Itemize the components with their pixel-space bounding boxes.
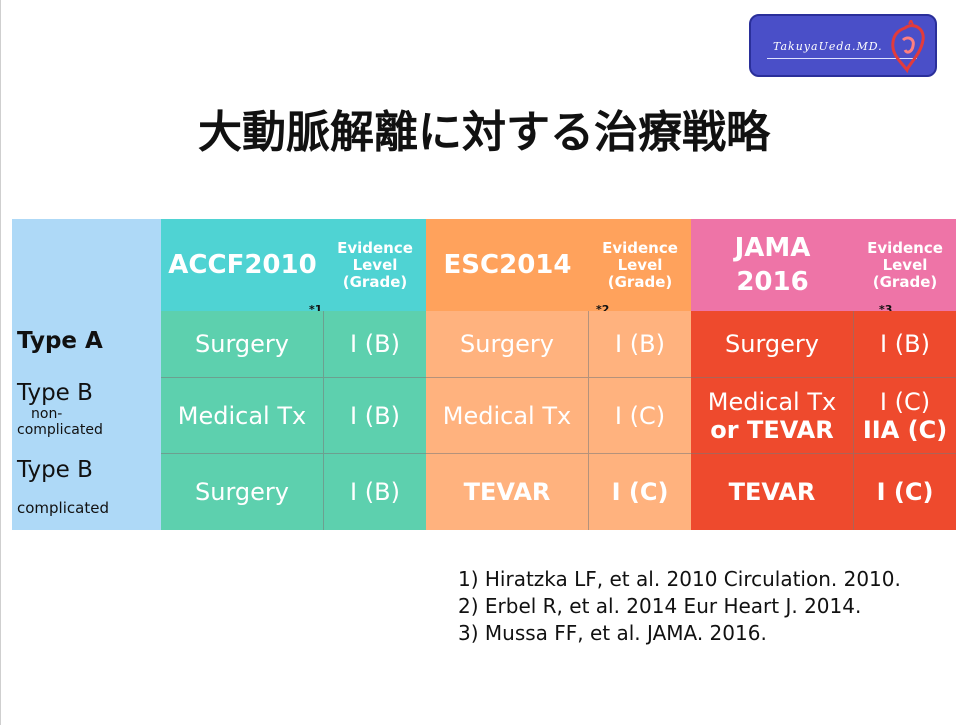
header-jama2016: JAMA 2016 bbox=[691, 219, 854, 311]
row-label-sub: complicated bbox=[17, 499, 109, 517]
cell-esc-type-a-evidence: I (B) bbox=[589, 311, 691, 378]
cell-accf-type-a-evidence: I (B) bbox=[324, 311, 426, 378]
cell-jama-type-b-noncomp-treatment: Medical Tx or TEVAR bbox=[691, 378, 854, 454]
cell-accf-type-b-comp-evidence: I (B) bbox=[324, 454, 426, 530]
header-accf-evidence: Evidence Level (Grade) bbox=[324, 219, 426, 311]
reference-item: 3) Mussa FF, et al. JAMA. 2016. bbox=[458, 621, 767, 645]
cell-jama-type-b-comp-treatment: TEVAR bbox=[691, 454, 854, 530]
row-label-type-a: Type A bbox=[17, 328, 103, 354]
cell-jama-type-b-comp-evidence: I (C) bbox=[854, 454, 956, 530]
cell-jama-type-a-treatment: Surgery bbox=[691, 311, 854, 378]
table-corner-cell bbox=[12, 219, 161, 530]
cell-esc-type-b-noncomp-treatment: Medical Tx bbox=[426, 378, 589, 454]
author-logo: TakuyaUeda.MD. bbox=[749, 14, 937, 77]
header-accf2010: ACCF2010 bbox=[161, 219, 324, 311]
cell-accf-type-a-treatment: Surgery bbox=[161, 311, 324, 378]
cell-esc-type-a-treatment: Surgery bbox=[426, 311, 589, 378]
cell-jama-type-b-noncomp-evidence: I (C) IIA (C) bbox=[854, 378, 956, 454]
cell-jama-type-a-evidence: I (B) bbox=[854, 311, 956, 378]
row-label-main: Type B bbox=[17, 380, 93, 406]
header-jama-evidence: Evidence Level (Grade) bbox=[854, 219, 956, 311]
cell-accf-type-b-comp-treatment: Surgery bbox=[161, 454, 324, 530]
header-esc2014: ESC2014 bbox=[426, 219, 589, 311]
cell-esc-type-b-comp-treatment: TEVAR bbox=[426, 454, 589, 530]
cell-esc-type-b-comp-evidence: I (C) bbox=[589, 454, 691, 530]
cell-esc-type-b-noncomp-evidence: I (C) bbox=[589, 378, 691, 454]
logo-text: TakuyaUeda.MD. bbox=[773, 40, 883, 53]
row-label-main: Type B bbox=[17, 457, 93, 483]
header-esc-evidence: Evidence Level (Grade) bbox=[589, 219, 691, 311]
references-list: 1) Hiratzka LF, et al. 2010 Circulation.… bbox=[458, 566, 901, 647]
row-label-sub: non- bbox=[31, 406, 63, 422]
reference-item: 2) Erbel R, et al. 2014 Eur Heart J. 201… bbox=[458, 594, 862, 618]
slide-title: 大動脈解離に対する治療戦略 bbox=[198, 107, 770, 158]
row-label-type-b-complicated: Type B complicated bbox=[17, 457, 109, 517]
slide-left-edge bbox=[0, 0, 1, 725]
logo-underline bbox=[767, 58, 917, 59]
cell-accf-type-b-noncomp-treatment: Medical Tx bbox=[161, 378, 324, 454]
row-label-sub: complicated bbox=[17, 422, 103, 438]
reference-item: 1) Hiratzka LF, et al. 2010 Circulation.… bbox=[458, 567, 901, 591]
heart-logo-icon bbox=[891, 20, 925, 74]
row-label-type-b-noncomplicated: Type B non- complicated bbox=[17, 380, 103, 438]
cell-accf-type-b-noncomp-evidence: I (B) bbox=[324, 378, 426, 454]
